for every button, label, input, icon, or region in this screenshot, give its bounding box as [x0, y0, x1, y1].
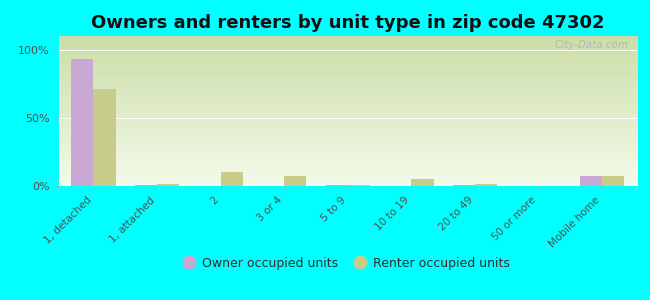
- Title: Owners and renters by unit type in zip code 47302: Owners and renters by unit type in zip c…: [91, 14, 604, 32]
- Bar: [326, 185, 348, 186]
- Bar: [72, 59, 94, 186]
- Bar: [348, 184, 370, 186]
- Bar: [580, 176, 602, 186]
- Bar: [475, 184, 497, 186]
- Bar: [157, 184, 179, 186]
- Legend: Owner occupied units, Renter occupied units: Owner occupied units, Renter occupied un…: [186, 257, 510, 270]
- Bar: [220, 172, 243, 186]
- Bar: [94, 89, 116, 186]
- Bar: [135, 184, 157, 186]
- Bar: [452, 185, 475, 186]
- Bar: [411, 179, 434, 186]
- Bar: [602, 176, 624, 186]
- Text: City-Data.com: City-Data.com: [554, 40, 629, 50]
- Bar: [284, 176, 306, 186]
